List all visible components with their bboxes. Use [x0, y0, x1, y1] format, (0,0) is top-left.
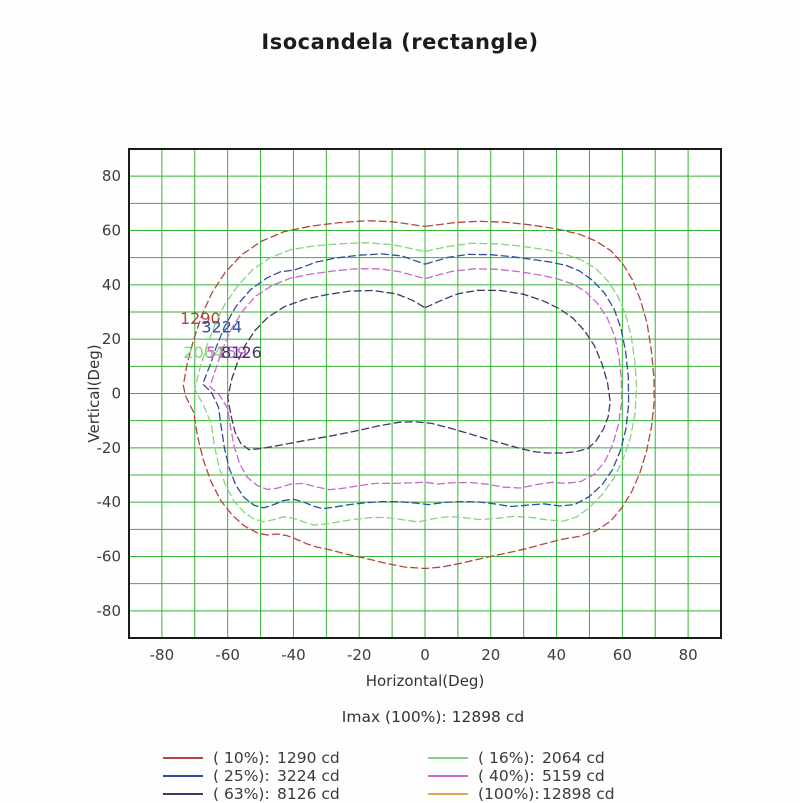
- legend-line-swatch: [428, 775, 468, 777]
- y-tick-label: -60: [97, 548, 122, 566]
- contour-63%: [227, 289, 611, 454]
- contour-label-16%: 2064: [183, 343, 224, 362]
- y-tick-label: 80: [102, 167, 121, 185]
- contour-label-63%: 8126: [221, 343, 262, 362]
- y-tick-label: -40: [97, 493, 122, 511]
- y-tick-label: 60: [102, 222, 121, 240]
- y-axis-title: Vertical(Deg): [85, 344, 103, 442]
- contour-label-40%: 5159: [206, 343, 247, 362]
- legend-percent-label: ( 16%):: [478, 749, 535, 767]
- legend-candela-value: 5159 cd: [542, 767, 605, 785]
- page-title: Isocandela (rectangle): [261, 30, 539, 54]
- contour-label-10%: 1290: [180, 309, 221, 328]
- x-tick-label: 0: [420, 646, 430, 664]
- legend-item: (100%): 12898 cd: [428, 785, 615, 803]
- legend-candela-value: 12898 cd: [542, 785, 615, 803]
- x-axis-title: Horizontal(Deg): [366, 672, 485, 690]
- legend-line-swatch: [428, 757, 468, 759]
- x-tick-label: -20: [347, 646, 372, 664]
- legend-line-swatch: [163, 775, 203, 777]
- legend-item: ( 63%): 8126 cd: [163, 785, 428, 803]
- legend-item: ( 10%): 1290 cd: [163, 749, 428, 767]
- legend-line-swatch: [428, 793, 468, 795]
- x-tick-label: 80: [679, 646, 698, 664]
- contour-40%: [209, 268, 623, 491]
- legend-percent-label: (100%):: [478, 785, 540, 803]
- legend-candela-value: 2064 cd: [542, 749, 605, 767]
- y-tick-label: 0: [111, 385, 121, 403]
- legend-candela-value: 3224 cd: [277, 767, 340, 785]
- y-tick-label: 20: [102, 330, 121, 348]
- y-tick-label: 40: [102, 276, 121, 294]
- x-tick-label: -40: [281, 646, 306, 664]
- legend-percent-label: ( 40%):: [478, 767, 535, 785]
- legend-candela-value: 1290 cd: [277, 749, 340, 767]
- contour-25%: [202, 253, 630, 510]
- contour-16%: [194, 242, 638, 526]
- contour-label-25%: 3224: [201, 317, 242, 336]
- plot-frame: [128, 148, 722, 639]
- legend-candela-value: 8126 cd: [277, 785, 340, 803]
- x-tick-label: 60: [613, 646, 632, 664]
- legend-item: ( 25%): 3224 cd: [163, 767, 428, 785]
- x-tick-label: 40: [547, 646, 566, 664]
- imax-label: Imax (100%): 12898 cd: [341, 708, 525, 726]
- legend-line-swatch: [163, 757, 203, 759]
- legend-item: ( 16%): 2064 cd: [428, 749, 615, 767]
- legend-percent-label: ( 63%):: [213, 785, 270, 803]
- legend-percent-label: ( 25%):: [213, 767, 270, 785]
- y-tick-label: -80: [97, 602, 122, 620]
- legend-line-swatch: [163, 793, 203, 795]
- y-tick-label: -20: [97, 439, 122, 457]
- contour-10%: [182, 220, 655, 570]
- legend-item: ( 40%): 5159 cd: [428, 767, 615, 785]
- legend-percent-label: ( 10%):: [213, 749, 270, 767]
- x-tick-label: 20: [481, 646, 500, 664]
- x-tick-label: -80: [150, 646, 175, 664]
- contour-legend: ( 10%): 1290 cd ( 16%): 2064 cd ( 25%): 3224 …: [163, 749, 615, 803]
- x-tick-label: -60: [215, 646, 240, 664]
